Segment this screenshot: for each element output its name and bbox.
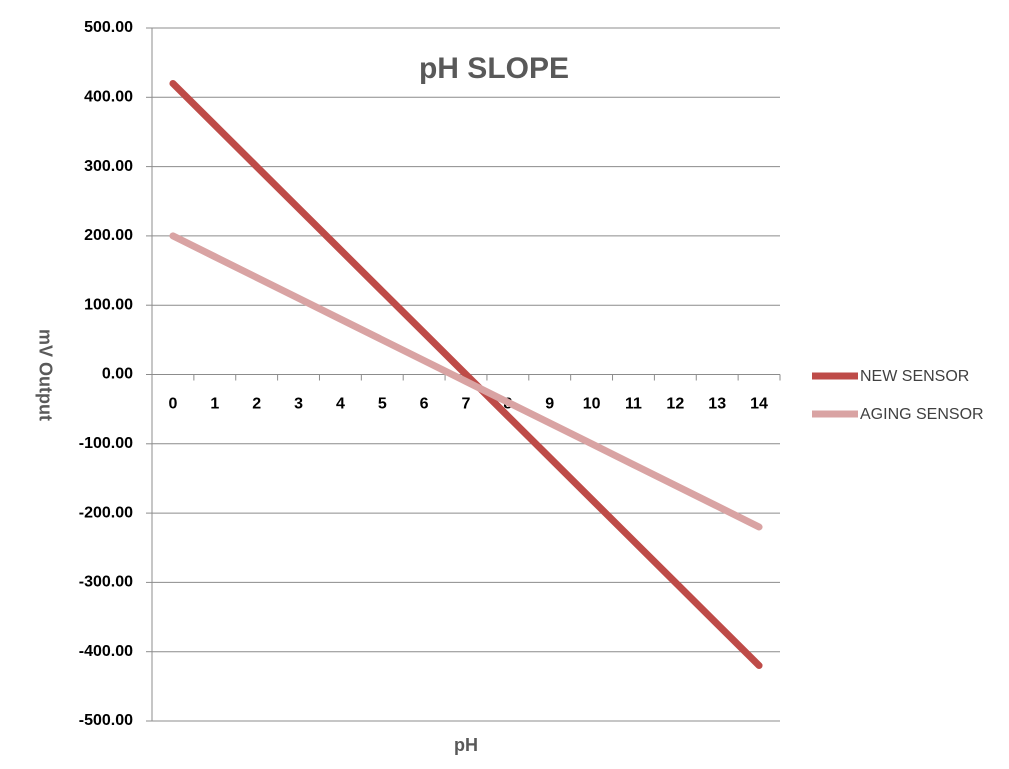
y-tick-label: 400.00 — [84, 89, 133, 106]
x-tick-label: 6 — [420, 396, 429, 413]
y-axis-title: mV Output — [35, 329, 55, 421]
y-tick-label: 500.00 — [84, 19, 133, 36]
legend-label: AGING SENSOR — [860, 406, 984, 423]
x-tick-label: 2 — [252, 396, 261, 413]
data-line — [169, 232, 763, 531]
x-tick-label: 12 — [666, 396, 684, 413]
x-tick-label: 3 — [294, 396, 303, 413]
legend-label: NEW SENSOR — [860, 368, 969, 385]
x-tick-label: 11 — [625, 396, 642, 413]
x-tick-label: 0 — [168, 396, 177, 413]
x-tick-label: 7 — [462, 396, 471, 413]
chart-title: pH SLOPE — [419, 52, 569, 85]
x-tick-label: 14 — [750, 396, 768, 413]
x-tick-label: 5 — [378, 396, 387, 413]
x-tick-label: 1 — [210, 396, 219, 413]
y-tick-label: -200.00 — [79, 504, 133, 521]
data-line — [169, 79, 763, 670]
y-tick-label: -300.00 — [79, 574, 133, 591]
x-axis-title: pH — [454, 735, 478, 755]
x-tick-label: 10 — [583, 396, 601, 413]
y-tick-label: 0.00 — [102, 366, 133, 383]
y-tick-label: -400.00 — [79, 643, 133, 660]
y-tick-label: 200.00 — [84, 227, 133, 244]
y-tick-label: -500.00 — [79, 712, 133, 729]
x-tick-label: 9 — [545, 396, 554, 413]
x-tick-label: 4 — [336, 396, 345, 413]
y-tick-label: 100.00 — [84, 296, 133, 313]
x-tick-label: 13 — [708, 396, 726, 413]
y-tick-label: -100.00 — [79, 435, 133, 452]
y-tick-label: 300.00 — [84, 158, 133, 175]
